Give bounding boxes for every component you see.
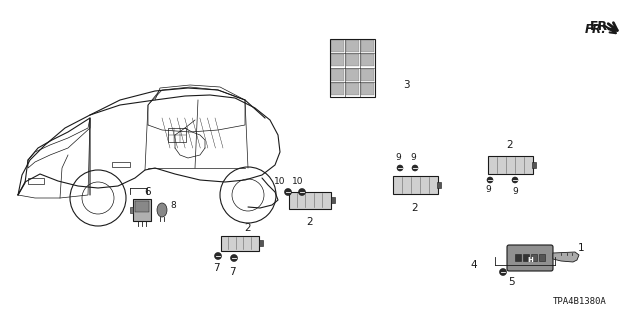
Bar bbox=[331, 54, 344, 66]
Bar bbox=[346, 69, 359, 81]
Circle shape bbox=[499, 268, 506, 276]
Bar bbox=[539, 254, 545, 261]
Text: 9: 9 bbox=[512, 188, 518, 196]
Circle shape bbox=[487, 177, 493, 183]
Bar bbox=[361, 40, 374, 52]
Bar bbox=[168, 128, 186, 142]
Text: 8: 8 bbox=[170, 201, 176, 210]
Bar bbox=[135, 201, 149, 212]
Circle shape bbox=[285, 188, 291, 196]
Ellipse shape bbox=[157, 203, 167, 217]
Text: H: H bbox=[527, 257, 533, 263]
Bar bbox=[28, 178, 44, 184]
Circle shape bbox=[298, 188, 305, 196]
Circle shape bbox=[230, 254, 237, 261]
Text: FR.: FR. bbox=[590, 20, 613, 33]
Text: 3: 3 bbox=[403, 80, 410, 90]
Text: 7: 7 bbox=[228, 267, 236, 277]
Bar bbox=[331, 83, 344, 95]
Polygon shape bbox=[553, 252, 579, 262]
Text: 2: 2 bbox=[307, 217, 314, 227]
Text: FR.: FR. bbox=[585, 23, 607, 36]
Text: 2: 2 bbox=[244, 223, 252, 233]
Bar bbox=[289, 192, 331, 209]
Bar bbox=[437, 182, 441, 188]
Bar bbox=[259, 240, 263, 246]
Bar bbox=[532, 162, 536, 168]
Bar bbox=[133, 199, 151, 221]
Bar bbox=[361, 54, 374, 66]
Circle shape bbox=[397, 165, 403, 171]
Circle shape bbox=[512, 177, 518, 183]
Circle shape bbox=[412, 165, 418, 171]
Bar bbox=[331, 197, 335, 203]
Text: TPA4B1380A: TPA4B1380A bbox=[553, 298, 607, 307]
Text: 5: 5 bbox=[508, 277, 515, 287]
Text: 10: 10 bbox=[292, 178, 304, 187]
Text: 7: 7 bbox=[212, 263, 220, 273]
Bar bbox=[346, 83, 359, 95]
Bar bbox=[346, 54, 359, 66]
Text: 9: 9 bbox=[410, 154, 416, 163]
FancyBboxPatch shape bbox=[507, 245, 553, 271]
Bar bbox=[488, 156, 533, 174]
Bar bbox=[331, 69, 344, 81]
Bar bbox=[331, 40, 344, 52]
Text: 2: 2 bbox=[507, 140, 513, 150]
Bar bbox=[112, 162, 130, 167]
Text: 9: 9 bbox=[395, 154, 401, 163]
Bar bbox=[346, 40, 359, 52]
Text: 9: 9 bbox=[485, 186, 491, 195]
Bar bbox=[393, 176, 438, 194]
Text: 1: 1 bbox=[578, 243, 584, 253]
Text: 2: 2 bbox=[412, 203, 419, 213]
Text: 10: 10 bbox=[275, 178, 285, 187]
Bar bbox=[523, 254, 529, 261]
Circle shape bbox=[214, 252, 221, 260]
Bar bbox=[130, 207, 133, 213]
Bar bbox=[531, 254, 537, 261]
Bar bbox=[221, 236, 259, 251]
Bar bbox=[361, 69, 374, 81]
Bar bbox=[330, 39, 375, 97]
Bar bbox=[515, 254, 521, 261]
Text: 4: 4 bbox=[470, 260, 477, 270]
Text: 6: 6 bbox=[145, 187, 151, 197]
Bar bbox=[361, 83, 374, 95]
